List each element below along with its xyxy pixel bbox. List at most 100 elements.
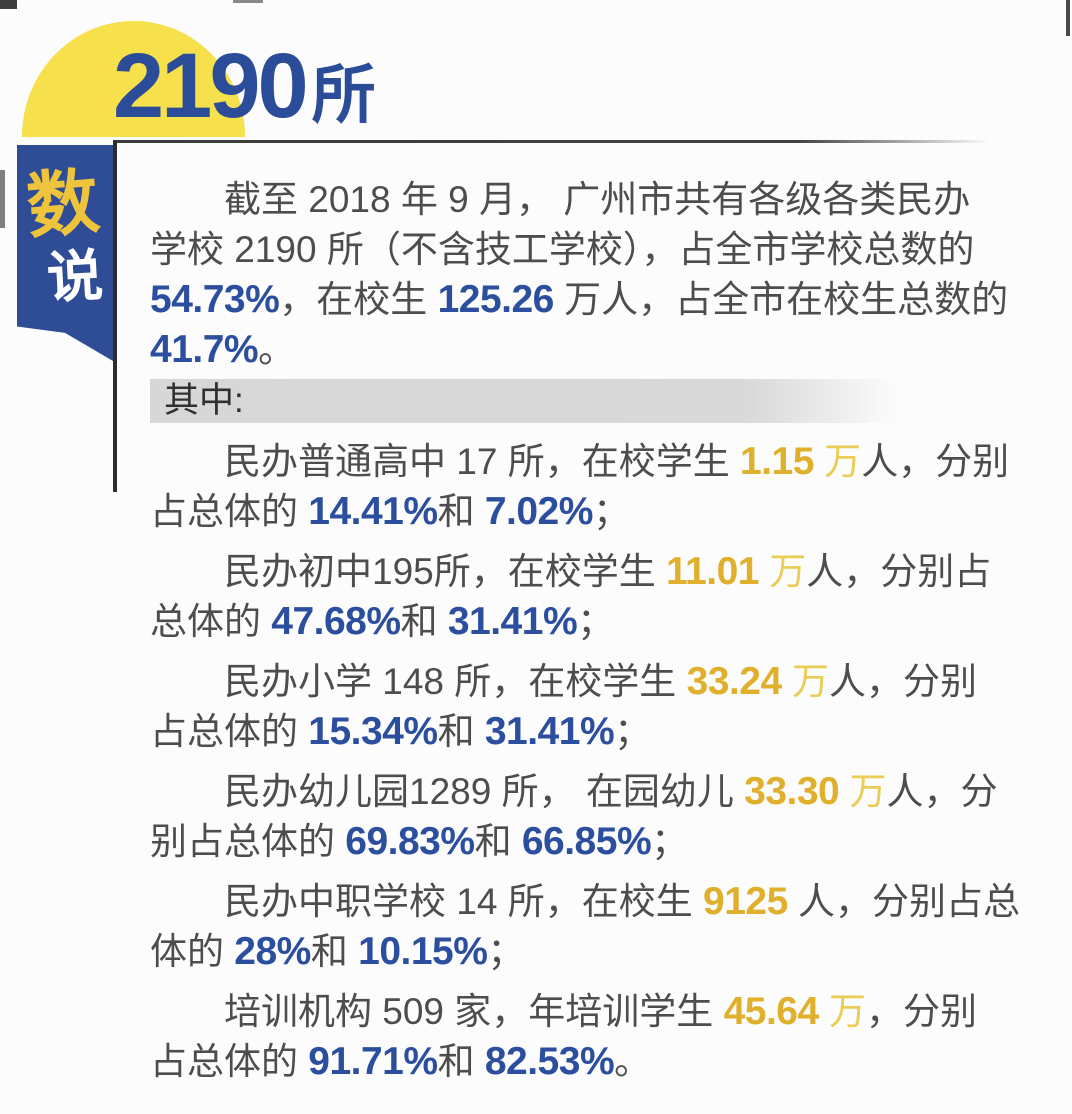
text-run: 学校 2190 所（不含技工学校），占全市学校总数的	[150, 229, 975, 270]
text-run: 和	[400, 601, 448, 642]
text-run: ，分别	[865, 991, 977, 1032]
stat-highlight: 7.02%	[484, 490, 594, 533]
text-run: 占总体的	[150, 1041, 309, 1082]
text-run: 体的	[150, 931, 235, 972]
stat-highlight: 28%	[234, 930, 311, 973]
top-divider-line	[113, 140, 990, 143]
text-run: ；	[614, 711, 652, 752]
shushuo-ribbon: 数 说	[17, 145, 113, 361]
stat-highlight: 11.01	[666, 550, 759, 593]
stat-highlight: 9125	[703, 880, 788, 923]
text-run: 占总体的	[150, 491, 309, 532]
stat-items: 民办普通高中 17 所，在校学生 1.15 万人，分别 占总体的 14.41%和 …	[150, 437, 1055, 1097]
stat-item: 民办小学 148 所，在校学生 33.24 万人，分别 占总体的 15.34%和 …	[150, 657, 1055, 757]
ribbon-char-shu: 数	[23, 162, 103, 248]
stat-item: 民办幼儿园1289 所， 在园幼儿 33.30 万人，分 别占总体的 69.83%…	[150, 767, 1055, 867]
stat-highlight: 125.26	[437, 278, 555, 321]
stat-highlight: 万	[839, 771, 887, 812]
text-line: 54.73%，在校生 125.26 万人，占全市在校生总数的	[150, 275, 1050, 325]
text-run: ，在校生	[279, 279, 438, 320]
text-line: 民办中职学校 14 所，在校生 9125 人，分别占总	[150, 877, 1055, 927]
text-line: 学校 2190 所（不含技工学校），占全市学校总数的	[150, 225, 1050, 275]
text-run: 人，分别	[828, 661, 977, 702]
stat-highlight: 31.41%	[484, 710, 615, 753]
text-run: ；	[577, 601, 615, 642]
text-line: 培训机构 509 家，年培训学生 45.64 万，分别	[150, 987, 1055, 1037]
text-run: 民办初中195所，在校学生	[224, 551, 667, 592]
text-line: 占总体的 14.41%和 7.02%；	[150, 487, 1055, 537]
text-run: 占总体的	[150, 711, 309, 752]
photo-edge-artifact	[1066, 0, 1070, 36]
headline-number: 2190	[113, 35, 309, 137]
text-run: 截至 2018 年 9 月， 广州市共有各级各类民办	[224, 179, 971, 220]
text-run: 万人，占全市在校生总数的	[553, 279, 1009, 320]
text-run: 。	[614, 1041, 652, 1082]
text-line: 别占总体的 69.83%和 66.85%；	[150, 817, 1055, 867]
stat-item: 民办普通高中 17 所，在校学生 1.15 万人，分别 占总体的 14.41%和 …	[150, 437, 1055, 537]
text-run: 民办普通高中 17 所，在校学生	[224, 441, 740, 482]
text-run: ；	[651, 821, 689, 862]
text-run: 。	[258, 329, 296, 370]
stat-highlight: 1.15	[740, 440, 814, 483]
stat-highlight: 54.73%	[150, 278, 280, 321]
text-run: 民办幼儿园1289 所， 在园幼儿	[224, 771, 745, 812]
text-run: 人，分别占	[806, 551, 992, 592]
intro-paragraph: 截至 2018 年 9 月， 广州市共有各级各类民办学校 2190 所（不含技工…	[150, 175, 1050, 375]
stat-highlight: 万	[813, 441, 862, 482]
stat-highlight: 69.83%	[345, 820, 475, 863]
stat-highlight: 15.34%	[308, 710, 438, 753]
text-line: 截至 2018 年 9 月， 广州市共有各级各类民办	[150, 175, 1050, 225]
text-run: 和	[310, 931, 359, 972]
text-run: ；	[592, 491, 630, 532]
text-line: 民办小学 148 所，在校学生 33.24 万人，分别	[150, 657, 1055, 707]
stat-item: 民办初中195所，在校学生 11.01 万人，分别占 总体的 47.68%和 31…	[150, 547, 1055, 647]
stat-highlight: 10.15%	[358, 930, 488, 973]
ribbon-char-shuo: 说	[45, 243, 105, 310]
stat-highlight: 91.71%	[308, 1040, 438, 1083]
headline-stat: 2190所	[113, 40, 376, 132]
stat-highlight: 万	[758, 551, 807, 592]
headline-unit: 所	[311, 59, 376, 131]
text-line: 民办初中195所，在校学生 11.01 万人，分别占	[150, 547, 1055, 597]
photo-edge-artifact	[0, 170, 5, 228]
text-run: 人，分	[886, 771, 998, 812]
stat-highlight: 31.41%	[447, 600, 578, 643]
stat-highlight: 14.41%	[308, 490, 438, 533]
stat-highlight: 万	[781, 661, 829, 702]
text-run: 别占总体的	[150, 821, 346, 862]
text-line: 占总体的 91.71%和 82.53%。	[150, 1037, 1055, 1087]
text-run: 和	[437, 1041, 485, 1082]
text-run: 人，分别占总	[787, 881, 1021, 922]
text-run: 和	[437, 711, 485, 752]
photo-edge-artifact	[0, 0, 17, 9]
text-run: 民办中职学校 14 所，在校生	[224, 881, 703, 922]
section-bar: 其中:	[150, 379, 898, 423]
text-run: ；	[487, 931, 525, 972]
stat-highlight: 47.68%	[271, 600, 401, 643]
stat-item: 培训机构 509 家，年培训学生 45.64 万，分别 占总体的 91.71%和 …	[150, 987, 1055, 1087]
stat-highlight: 66.85%	[521, 820, 652, 863]
stat-highlight: 33.30	[744, 770, 840, 813]
stat-highlight: 万	[818, 991, 866, 1032]
text-line: 占总体的 15.34%和 31.41%；	[150, 707, 1055, 757]
text-run: 总体的	[150, 601, 272, 642]
text-line: 民办幼儿园1289 所， 在园幼儿 33.30 万人，分	[150, 767, 1055, 817]
text-run: 培训机构 509 家，年培训学生	[224, 991, 724, 1032]
text-line: 民办普通高中 17 所，在校学生 1.15 万人，分别	[150, 437, 1055, 487]
stat-highlight: 82.53%	[484, 1040, 615, 1083]
stat-item: 民办中职学校 14 所，在校生 9125 人，分别占总 体的 28%和 10.15…	[150, 877, 1055, 977]
stat-highlight: 41.7%	[150, 328, 259, 371]
text-line: 总体的 47.68%和 31.41%；	[150, 597, 1055, 647]
text-run: 人，分别	[861, 441, 1010, 482]
photo-edge-artifact	[233, 0, 263, 3]
text-run: 民办小学 148 所，在校学生	[224, 661, 687, 702]
stat-highlight: 33.24	[686, 660, 783, 703]
text-line: 体的 28%和 10.15%；	[150, 927, 1055, 977]
section-label: 其中:	[164, 381, 244, 420]
text-run: 和	[437, 491, 485, 532]
stat-highlight: 45.64	[723, 990, 820, 1033]
text-line: 41.7%。	[150, 325, 1050, 375]
text-run: 和	[474, 821, 522, 862]
left-divider-line	[113, 140, 117, 492]
